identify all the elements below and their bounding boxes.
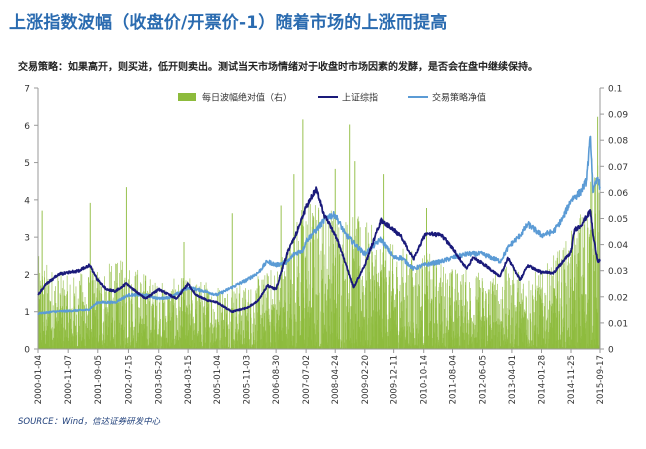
strategy-note: 交易策略：如果高开，则买进，低开则卖出。测试当天市场情绪对于收盘时市场因素的发酵… — [18, 62, 538, 73]
x-tick-label: 2000-11-07 — [64, 355, 74, 404]
right-tick-label: 0 — [608, 346, 614, 356]
left-tick-label: 1 — [24, 308, 30, 318]
right-tick-label: 0.03 — [608, 267, 628, 277]
source-note: SOURCE：Wind，信达证券研发中心 — [18, 417, 161, 427]
left-tick-label: 6 — [24, 122, 30, 132]
x-tick-label: 2003-05-20 — [155, 355, 165, 404]
legend: 每日波幅绝对值（右） 上证综指 交易策略净值 — [178, 92, 486, 104]
left-tick-label: 7 — [24, 85, 30, 95]
left-tick-label: 3 — [24, 234, 30, 244]
left-tick-label: 2 — [24, 271, 30, 281]
right-tick-label: 0.06 — [608, 189, 628, 199]
x-tick-label: 2015-09-17 — [596, 355, 606, 404]
left-y-axis: 0 1 2 3 4 5 6 7 — [24, 85, 38, 356]
right-tick-label: 0.05 — [608, 215, 628, 225]
x-tick-label: 2014-11-25 — [567, 355, 577, 404]
legend-volatility-label: 每日波幅绝对值（右） — [202, 92, 292, 104]
x-tick-label: 2012-06-05 — [479, 355, 489, 404]
x-tick-label: 2009-12-11 — [390, 355, 400, 404]
legend-shanghai-label: 上证综指 — [342, 92, 378, 104]
right-tick-label: 0.08 — [608, 137, 628, 147]
x-tick-label: 2000-01-04 — [34, 355, 44, 404]
volatility-bars — [37, 116, 601, 349]
x-tick-label: 2009-02-20 — [361, 355, 371, 404]
x-tick-label: 2002-07-15 — [124, 355, 134, 404]
x-tick-label: 2004-03-15 — [184, 355, 194, 404]
x-tick-label: 2008-04-24 — [331, 355, 341, 404]
x-axis: 2000-01-04 2000-11-07 2001-09-05 2002-07-15… — [34, 349, 606, 404]
right-y-axis: 0 0.01 0.02 0.03 0.04 0.05 0.06 0.07 0.08 0.09 0.1 — [600, 85, 628, 356]
x-tick-label: 2013-04-01 — [508, 355, 518, 404]
x-tick-label: 2011-08-04 — [449, 355, 459, 404]
series-lines — [37, 135, 601, 315]
left-tick-label: 5 — [24, 159, 30, 169]
right-tick-label: 0.02 — [608, 293, 628, 303]
right-tick-label: 0.09 — [608, 111, 628, 121]
shanghai-composite-line — [37, 186, 601, 314]
left-tick-label: 4 — [24, 196, 30, 206]
strategy-nav-line — [37, 135, 601, 315]
x-tick-label: 2001-09-05 — [94, 355, 104, 404]
x-tick-label: 2005-01-04 — [213, 355, 223, 404]
legend-volatility-swatch — [178, 93, 196, 101]
legend-strategy-label: 交易策略净值 — [432, 92, 486, 104]
x-tick-label: 2014-01-28 — [537, 355, 547, 404]
right-tick-label: 0.04 — [608, 241, 628, 251]
x-tick-label: 2010-10-14 — [420, 355, 430, 404]
x-tick-label: 2007-07-02 — [302, 355, 312, 404]
right-tick-label: 0.07 — [608, 163, 628, 173]
right-tick-label: 0.01 — [608, 319, 628, 329]
page-title: 上涨指数波幅（收盘价/开票价-1）随着市场的上涨而提高 — [9, 13, 448, 33]
x-tick-label: 2006-08-30 — [272, 355, 282, 404]
x-tick-label: 2005-11-03 — [243, 355, 253, 404]
left-tick-label: 0 — [24, 346, 30, 356]
right-tick-label: 0.1 — [608, 85, 622, 95]
